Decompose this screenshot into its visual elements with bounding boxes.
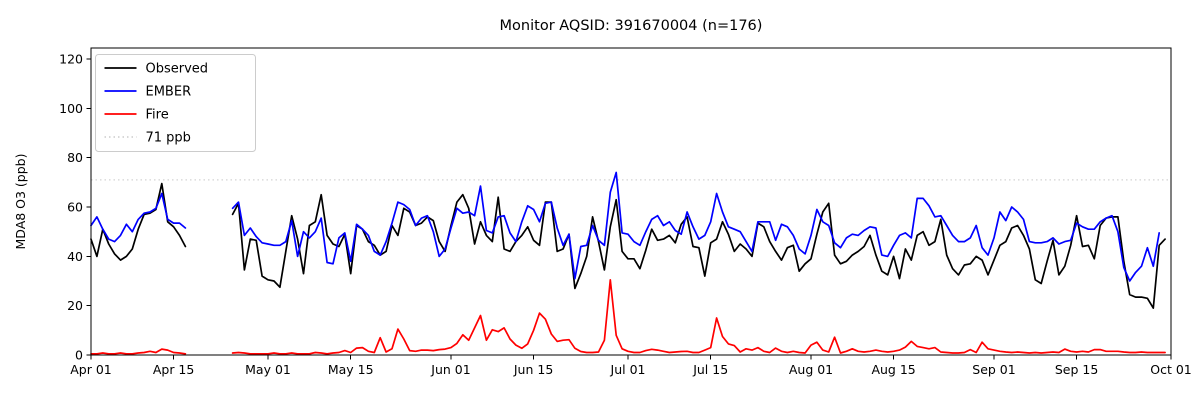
x-tick-label: Apr 15	[153, 362, 195, 377]
legend-label-observed: Observed	[146, 62, 209, 77]
legend-label-ember: EMBER	[146, 85, 192, 100]
x-tick-label: Aug 15	[871, 362, 915, 377]
y-tick-label: 80	[67, 150, 83, 165]
y-tick-label: 120	[59, 52, 83, 67]
x-tick-label: May 15	[328, 362, 374, 377]
series-observed-line	[90, 182, 1166, 309]
x-tick-label: Aug 01	[789, 362, 833, 377]
y-tick-label: 20	[67, 298, 83, 313]
x-tick-label: Jul 01	[610, 362, 646, 377]
legend-label-71-ppb: 71 ppb	[146, 131, 191, 146]
y-tick-label: 40	[67, 249, 83, 264]
legend: Observed EMBER Fire 71 ppb	[95, 54, 256, 152]
x-tick-label: Apr 01	[70, 362, 112, 377]
y-tick-label: 60	[67, 200, 83, 215]
x-tick-label: Jun 01	[430, 362, 470, 377]
chart-title: Monitor AQSID: 391670004 (n=176)	[500, 18, 763, 34]
series-ember-line	[90, 171, 1161, 282]
y-tick-label: 0	[75, 348, 83, 363]
series-fire-line	[90, 278, 1166, 355]
x-tick-label: Jul 15	[692, 362, 728, 377]
x-tick-label: May 01	[245, 362, 291, 377]
axes-layer: Apr 01 Apr 15 May 01 May 15 Jun 01 Jun 15 Jul …	[59, 47, 1192, 377]
y-axis-label: MDA8 O3 (ppb)	[13, 154, 28, 250]
x-tick-label: Sep 15	[1055, 362, 1098, 377]
legend-box	[95, 54, 256, 152]
x-tick-label: Jun 15	[513, 362, 553, 377]
x-tick-label: Oct 01	[1150, 362, 1192, 377]
legend-label-fire: Fire	[146, 108, 169, 123]
y-tick-label: 100	[59, 101, 83, 116]
series-layer	[90, 171, 1166, 355]
plot-border	[90, 47, 1172, 356]
x-tick-label: Sep 01	[972, 362, 1015, 377]
